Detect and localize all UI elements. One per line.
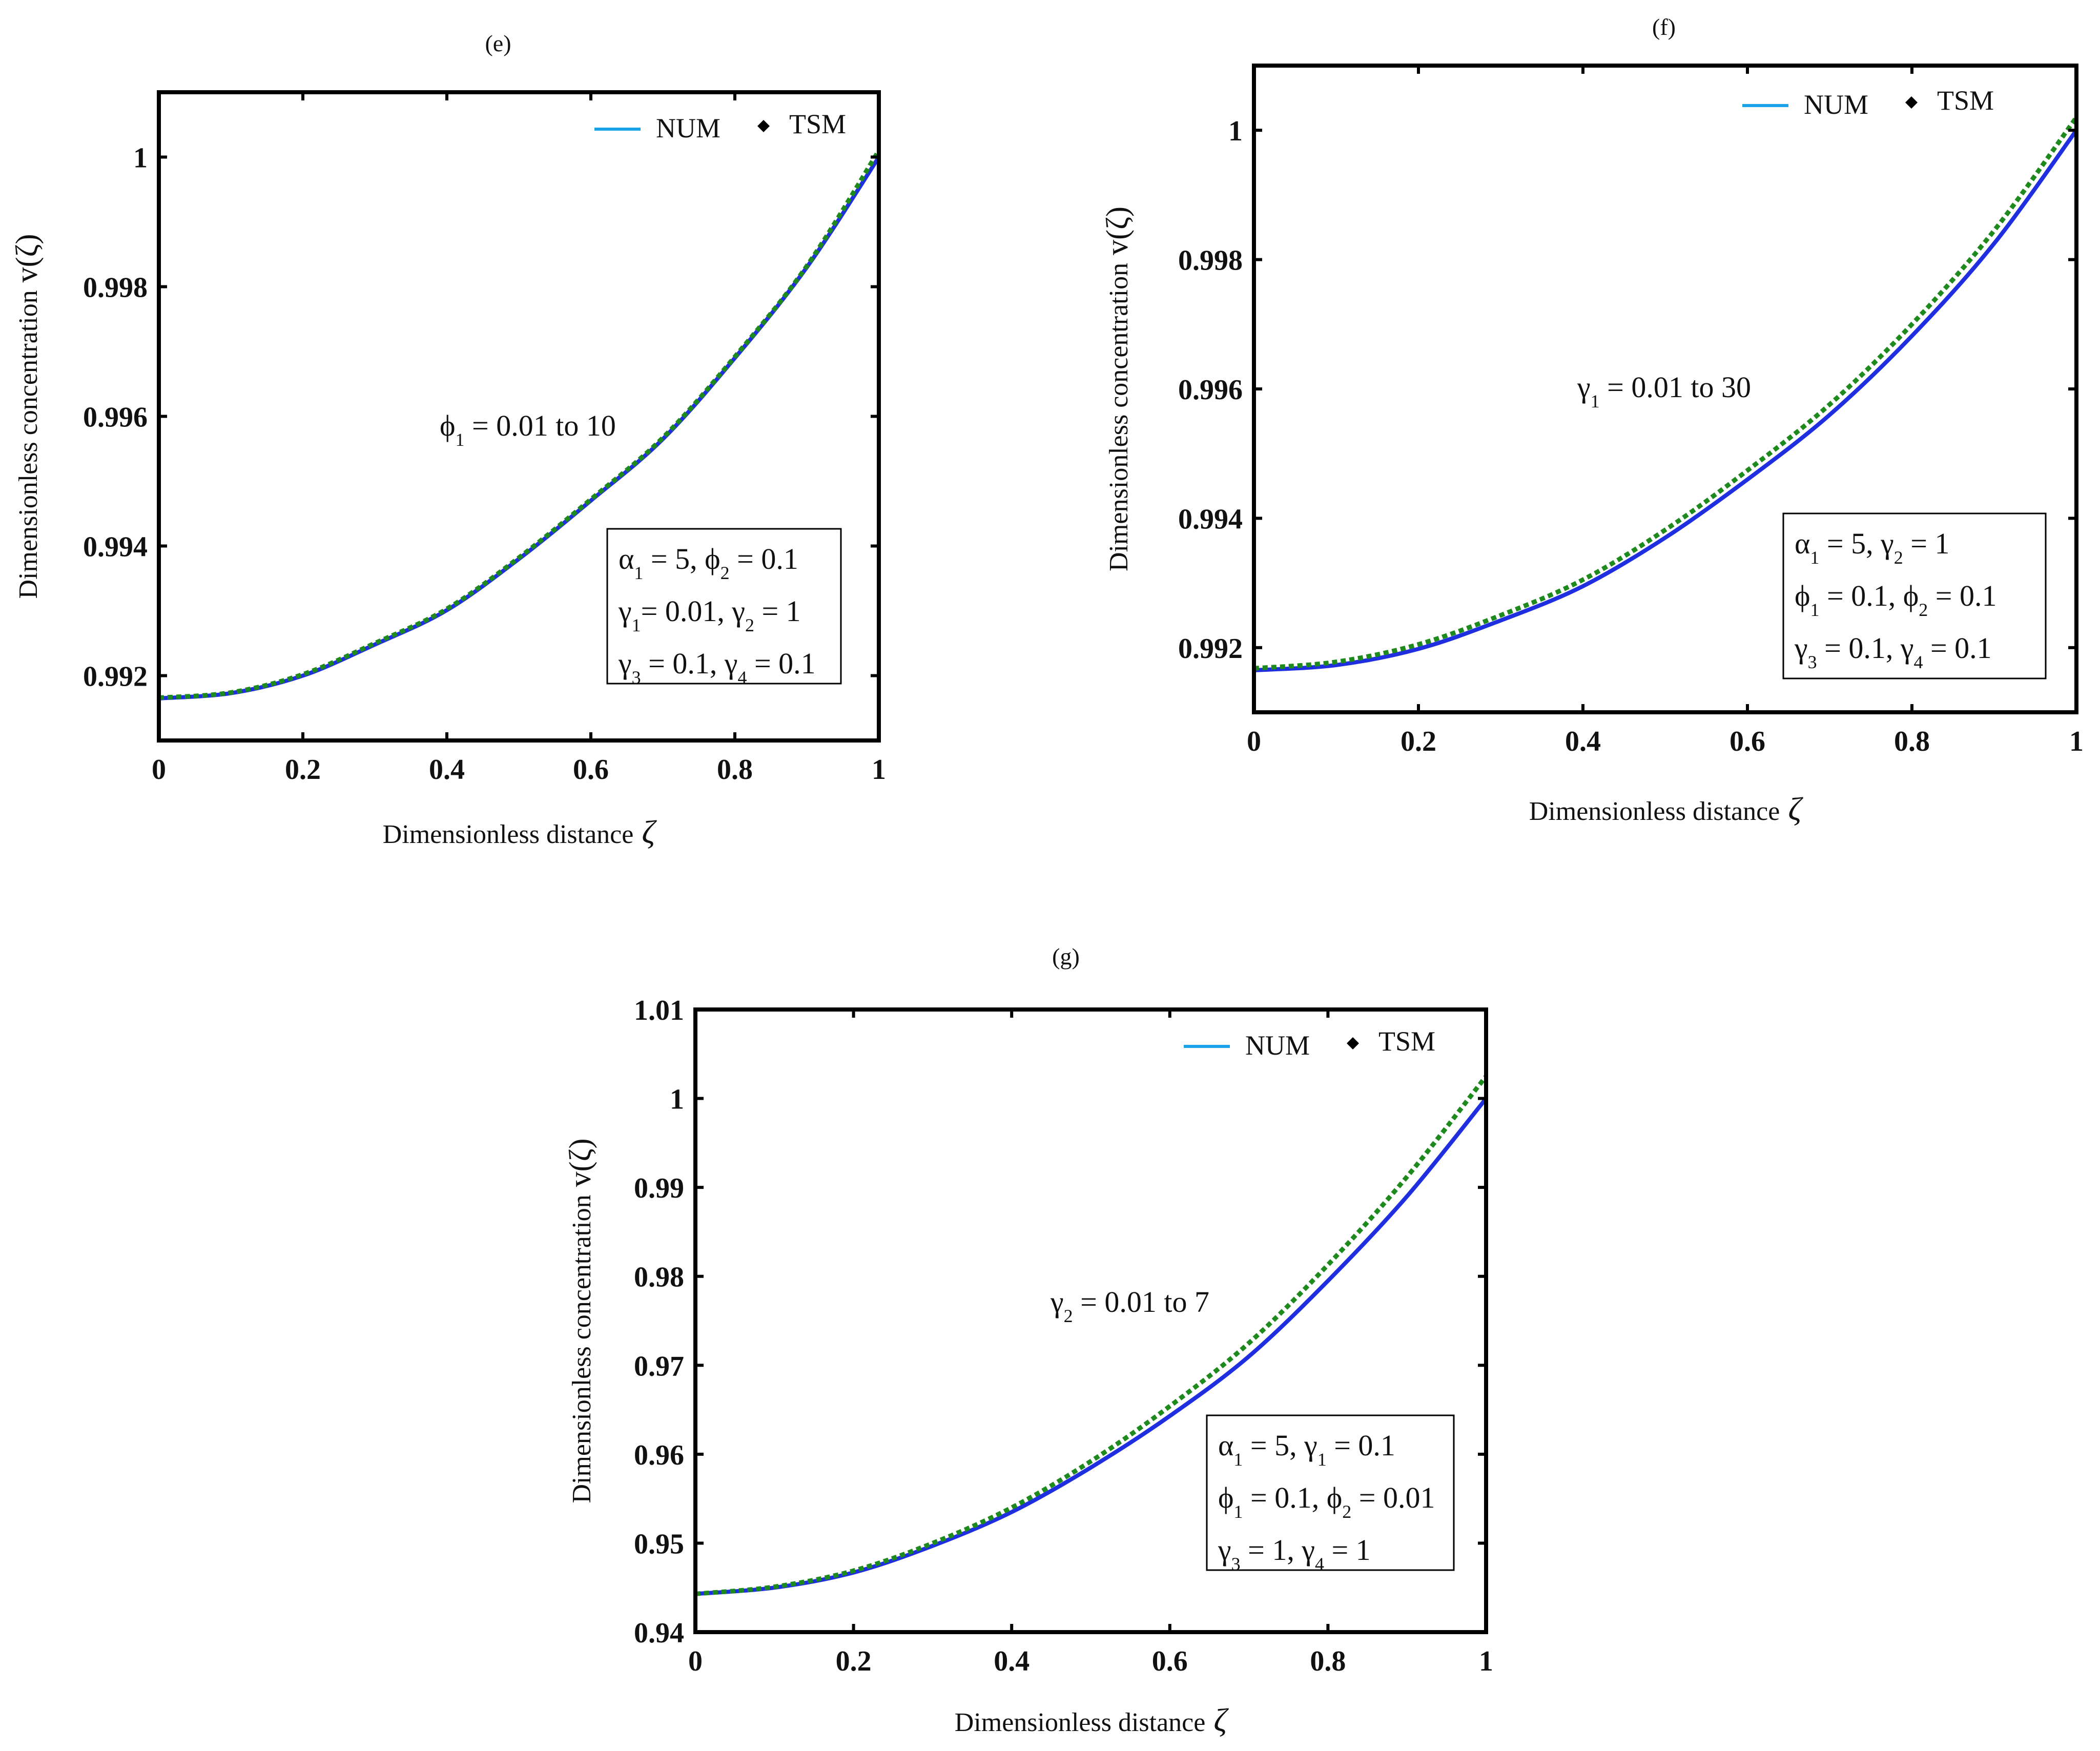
x-tick-label: 0.2 (1401, 726, 1436, 757)
params-line: α1 = 5, γ1 = 0.1 (1218, 1429, 1395, 1470)
x-tick-label: 0.4 (429, 754, 465, 786)
panel-label: (f) (1652, 14, 1676, 40)
x-tick-label: 0.6 (1152, 1645, 1188, 1677)
legend: NUM TSM (1184, 1026, 1435, 1061)
y-tick-label: 0.992 (83, 661, 148, 693)
legend-label-tsm: TSM (1937, 85, 1994, 116)
x-tick-label: 0.4 (1565, 726, 1601, 757)
params-line: γ3 = 0.1, γ4 = 0.1 (1794, 631, 1992, 672)
y-tick-label: 0.98 (634, 1262, 684, 1293)
x-tick-label: 0.8 (717, 754, 753, 786)
range-annotation: γ2 = 0.01 to 7 (1050, 1285, 1209, 1326)
legend: NUM TSM (1742, 85, 1994, 120)
params-line: ϕ1 = 0.1, ϕ2 = 0.01 (1218, 1481, 1435, 1522)
x-tick-label: 0 (688, 1645, 703, 1677)
x-tick-label: 0.2 (836, 1645, 872, 1677)
y-tick-label: 0.95 (634, 1528, 684, 1560)
x-tick-label: 0.6 (1730, 726, 1765, 757)
x-tick-label: 1 (2069, 726, 2084, 757)
panel-label: (g) (1052, 943, 1080, 970)
series-line-tsm (158, 149, 881, 700)
panel-label: (e) (485, 30, 511, 56)
y-tick-label: 1.01 (634, 995, 684, 1026)
y-tick-label: 1 (1228, 115, 1243, 147)
x-tick-label: 0.8 (1894, 726, 1930, 757)
series-line-tsm (695, 1075, 1488, 1596)
legend-label-num: NUM (1245, 1030, 1310, 1061)
params-line: ϕ1 = 0.1, ϕ2 = 0.1 (1795, 579, 1996, 620)
y-tick-label: 0.996 (1178, 374, 1243, 406)
chart-panel-f: (f) 0 0.2 0.4 0.6 0.8 1 0.992 0.994 0.996 0.998 1 Di… (1100, 14, 2084, 827)
y-tick-label: 0.96 (634, 1439, 684, 1471)
range-annotation: γ1 = 0.01 to 30 (1577, 370, 1751, 411)
chart-panel-e: (e) 0 0.2 0.4 0.6 0.8 1 0.992 0.994 0.996 0.998 1 Di… (10, 30, 886, 850)
y-tick-label: 0.994 (83, 531, 148, 563)
params-line: γ3 = 0.1, γ4 = 0.1 (618, 647, 816, 688)
range-annotation: ϕ1 = 0.01 to 10 (440, 409, 616, 450)
x-tick-label: 0.4 (994, 1645, 1030, 1677)
params-line: γ1= 0.01, γ2 = 1 (618, 594, 801, 635)
plot-frame (693, 1007, 1488, 1634)
legend-label-num: NUM (656, 113, 720, 143)
y-tick-label: 0.99 (634, 1172, 684, 1204)
series-line-num (695, 1097, 1488, 1596)
series-line-tsm (1253, 116, 2078, 671)
y-axis-label: Dimensionless concentration v(ζ) (1100, 207, 1134, 571)
params-box (606, 528, 842, 685)
y-tick-label: 0.998 (83, 272, 148, 304)
legend-marker-tsm (757, 120, 770, 132)
x-tick-label: 0.6 (573, 754, 609, 786)
y-tick-label: 1 (133, 142, 148, 174)
y-tick-label: 0.998 (1178, 245, 1243, 277)
params-box (1782, 512, 2047, 679)
x-axis-label: Dimensionless distance ζ (1529, 791, 1804, 827)
params-box (1206, 1414, 1455, 1571)
y-axis-label: Dimensionless concentration v(ζ) (563, 1138, 597, 1503)
y-tick-label: 0.996 (83, 402, 148, 434)
legend-marker-tsm (1347, 1037, 1359, 1049)
x-tick-label: 0.8 (1310, 1645, 1346, 1677)
x-tick-label: 1 (1479, 1645, 1493, 1677)
series-line-num (1253, 129, 2078, 672)
y-tick-label: 0.97 (634, 1350, 684, 1382)
legend-label-tsm: TSM (1378, 1026, 1435, 1057)
x-tick-label: 0 (1247, 726, 1261, 757)
legend: NUM TSM (594, 109, 846, 143)
x-tick-label: 0 (152, 754, 166, 786)
params-line: α1 = 5, ϕ2 = 0.1 (619, 542, 798, 583)
x-tick-label: 0.2 (285, 754, 321, 786)
y-tick-label: 0.992 (1178, 633, 1243, 665)
y-tick-label: 1 (670, 1084, 684, 1116)
legend-label-tsm: TSM (789, 109, 846, 139)
legend-marker-tsm (1905, 96, 1918, 109)
y-axis-label: Dimensionless concentration v(ζ) (10, 234, 44, 599)
y-tick-label: 0.994 (1178, 503, 1243, 535)
x-tick-label: 1 (872, 754, 886, 786)
params-line: α1 = 5, γ2 = 1 (1795, 527, 1949, 568)
y-tick-label: 0.94 (634, 1617, 684, 1649)
params-line: γ3 = 1, γ4 = 1 (1218, 1533, 1371, 1574)
x-axis-label: Dimensionless distance ζ (383, 814, 657, 850)
x-axis-label: Dimensionless distance ζ (955, 1702, 1229, 1738)
legend-label-num: NUM (1804, 89, 1868, 120)
chart-panel-g: (g) 0 0.2 0.4 0.6 0.8 1 0.94 0.95 0.96 0.97 0.98 0.9… (563, 943, 1493, 1738)
